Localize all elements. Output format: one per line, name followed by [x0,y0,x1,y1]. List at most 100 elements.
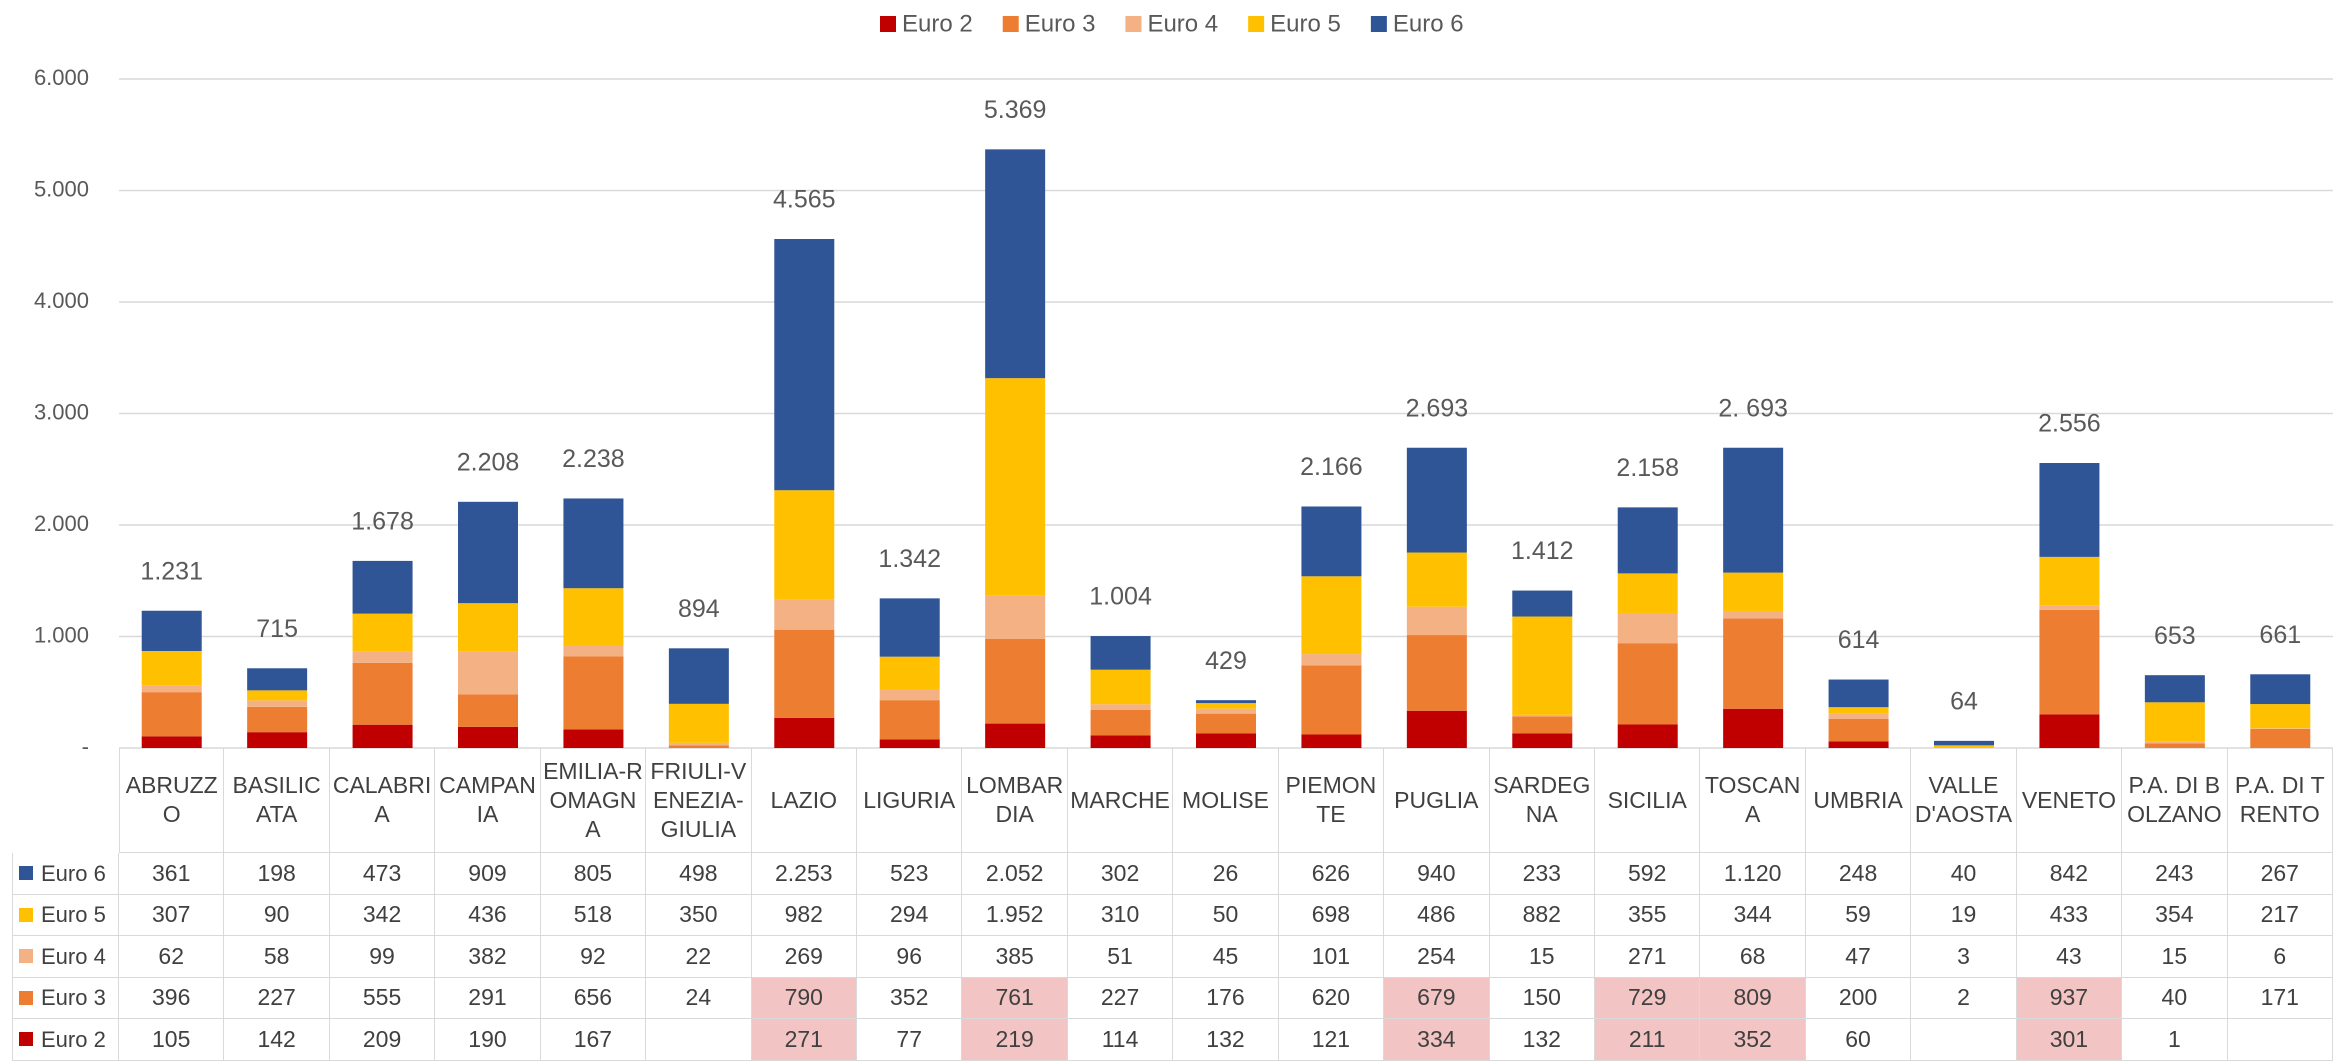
bar-segment [1829,707,1889,714]
total-label: 1.004 [1089,583,1152,611]
bar-segment [1618,643,1678,724]
y-tick-label: 4.000 [34,288,89,313]
bar-segment [142,692,202,736]
table-value: 51 [1068,936,1173,978]
bar-segment [353,652,413,663]
bar-segment [1512,717,1572,734]
bar-segment [1301,665,1361,734]
table-value: 271 [752,1019,857,1061]
row-header: Euro 5 [12,895,119,937]
legend-item: Euro 4 [1125,10,1218,37]
table-value: 982 [752,895,857,937]
table-value: 77 [857,1019,962,1061]
legend-key [19,908,33,922]
bar-segment [1407,711,1467,748]
table-value: 121 [1279,1019,1384,1061]
column-header: CALABRIA [330,748,435,853]
bar-segment [1196,700,1256,703]
table-value: 22 [646,936,751,978]
table-value: 45 [1173,936,1278,978]
bar-segment [1512,617,1572,715]
column-header: ABRUZZO [119,748,224,853]
bar-segment [563,588,623,646]
table-value: 842 [2017,853,2122,895]
legend-key [19,1032,33,1046]
total-label: 653 [2154,622,2196,650]
bar-segment [353,614,413,652]
bar-segment [1407,635,1467,711]
column-header: PIEMONTE [1279,748,1384,853]
column-header: MARCHE [1068,748,1173,853]
column-header: LIGURIA [857,748,962,853]
bar-segment [247,690,307,700]
table-value: 620 [1279,978,1384,1020]
bar-segment [669,648,729,704]
legend-item: Euro 2 [880,10,973,37]
legend-key [19,949,33,963]
table-value: 40 [2122,978,2227,1020]
bar-segment [985,724,1045,748]
table-value: 385 [962,936,1067,978]
table-value: 176 [1173,978,1278,1020]
bar-segment [2039,714,2099,748]
bar-segment [1407,607,1467,635]
column-header: BASILICATA [224,748,329,853]
series-name: Euro 2 [41,1025,106,1054]
bar-segment [2039,605,2099,610]
table-value: 19 [1911,895,2016,937]
bar-segment [563,729,623,748]
row-header: Euro 3 [12,978,119,1020]
table-value: 211 [1595,1019,1700,1061]
legend-label: Euro 5 [1270,10,1341,37]
table-value: 254 [1384,936,1489,978]
table-value: 352 [1700,1019,1805,1061]
total-label: 715 [256,615,298,643]
table-value: 24 [646,978,751,1020]
bar-segment [1618,724,1678,748]
table-value: 92 [541,936,646,978]
bar-segment [1723,709,1783,748]
bar-segment [1512,733,1572,748]
legend-key [1371,16,1387,32]
bar-segment [985,378,1045,596]
table-value: 233 [1490,853,1595,895]
table-value: 90 [224,895,329,937]
legend-key [19,866,33,880]
total-label: 1.678 [351,508,414,536]
bar-segment [1407,553,1467,607]
table-value: 294 [857,895,962,937]
row-header: Euro 6 [12,853,119,895]
table-value: 355 [1595,895,1700,937]
table-value: 361 [119,853,224,895]
column-header: CAMPANIA [435,748,540,853]
bar-segment [1196,733,1256,748]
bar-segment [1618,573,1678,613]
table-value: 302 [1068,853,1173,895]
bar-segment [1091,704,1151,710]
bar-segment [2145,742,2205,744]
table-value: 679 [1384,978,1489,1020]
table-value: 592 [1595,853,1700,895]
legend-label: Euro 2 [902,10,973,37]
bar-segment [1829,741,1889,748]
bar-segment [142,611,202,651]
bar-segment [2039,610,2099,714]
table-value: 307 [119,895,224,937]
legend-label: Euro 6 [1393,10,1464,37]
bar-segment [774,239,834,490]
table-value: 40 [1911,853,2016,895]
column-header: VALLE D'AOSTA [1911,748,2016,853]
total-label: 2. 693 [1718,394,1788,422]
y-tick-label: 6.000 [34,65,89,90]
row-header: Euro 4 [12,936,119,978]
column-header: MOLISE [1173,748,1278,853]
bar-segment [1723,448,1783,573]
table-value: 436 [435,895,540,937]
bar-segment [2039,463,2099,557]
bar-segment [247,668,307,690]
table-value: 99 [330,936,435,978]
table-value: 698 [1279,895,1384,937]
bar-segment [247,700,307,706]
